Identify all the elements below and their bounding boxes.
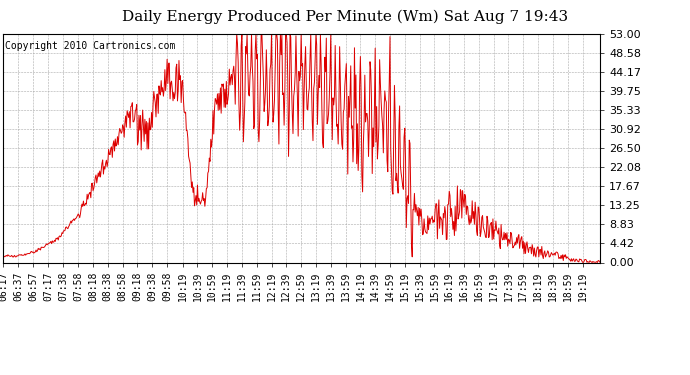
Text: Copyright 2010 Cartronics.com: Copyright 2010 Cartronics.com bbox=[5, 40, 175, 51]
Text: Daily Energy Produced Per Minute (Wm) Sat Aug 7 19:43: Daily Energy Produced Per Minute (Wm) Sa… bbox=[122, 9, 568, 24]
